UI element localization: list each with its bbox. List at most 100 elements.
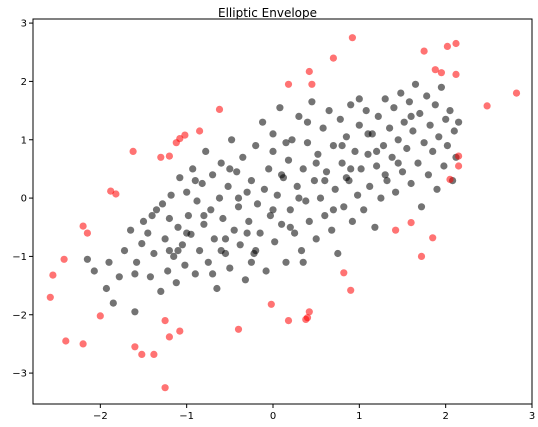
inlier-point [357, 165, 365, 173]
inlier-point [321, 212, 329, 220]
y-tick-label: 2 [21, 77, 27, 88]
inlier-point [312, 159, 320, 167]
inlier-point [435, 133, 443, 141]
inlier-point [131, 270, 139, 278]
inlier-point [299, 258, 307, 266]
outlier-point [138, 350, 146, 358]
outlier-point [303, 314, 312, 322]
inlier-point [286, 223, 294, 231]
outlier-point [234, 325, 243, 333]
outlier-point [112, 190, 120, 198]
inlier-point [183, 188, 191, 196]
plot-frame [32, 18, 533, 405]
inlier-point [348, 217, 356, 225]
inlier-point [243, 229, 251, 237]
outlier-point [161, 384, 169, 392]
inlier-point [373, 147, 381, 155]
inlier-point [204, 258, 212, 266]
inlier-point [381, 171, 389, 179]
inlier-point [165, 214, 173, 223]
inlier-point [259, 118, 267, 126]
inlier-point [260, 185, 268, 193]
inlier-point [262, 267, 270, 275]
inlier-point [398, 168, 407, 176]
inlier-point [400, 118, 408, 126]
inlier-point [286, 206, 294, 214]
inlier-point [355, 95, 363, 103]
inlier-point [429, 147, 437, 155]
inlier-point [224, 182, 232, 190]
inlier-point [414, 159, 422, 167]
outlier-point [165, 152, 173, 160]
inlier-point [191, 270, 199, 278]
inlier-point [266, 212, 274, 220]
outlier-point [176, 327, 184, 335]
inlier-point [319, 124, 327, 132]
inlier-point [336, 115, 344, 123]
y-tick-label: −1 [12, 252, 27, 263]
outlier-point [161, 317, 169, 325]
inlier-point [252, 142, 260, 150]
inlier-point [381, 95, 389, 103]
x-tick-label: 1 [356, 411, 362, 422]
inlier-point [312, 235, 320, 243]
x-axis: −2 −1 0 1 2 3 [93, 404, 535, 422]
y-tick-label: −2 [12, 310, 27, 321]
outlier-point [431, 66, 439, 74]
inlier-point [455, 118, 463, 126]
outlier-point [417, 252, 426, 260]
outlier-point [131, 343, 139, 351]
inlier-point [174, 247, 182, 255]
inlier-point [161, 235, 169, 243]
inlier-point [325, 107, 333, 115]
inlier-point [228, 136, 236, 144]
inlier-point [193, 197, 201, 205]
inlier-point [329, 142, 337, 150]
inlier-point [383, 177, 391, 185]
x-tick-label: −2 [93, 411, 108, 422]
outlier-point [455, 162, 463, 170]
inlier-point [138, 240, 146, 248]
x-tick-label: −1 [179, 411, 194, 422]
inlier-point [109, 299, 117, 307]
outlier-point [267, 300, 275, 308]
inlier-point [207, 206, 215, 214]
inlier-point [411, 80, 420, 88]
inlier-point [305, 217, 313, 225]
inlier-point [303, 118, 312, 126]
inlier-point [131, 308, 139, 316]
inlier-point [394, 159, 402, 167]
inlier-point [217, 247, 225, 255]
inlier-point [278, 171, 286, 179]
inlier-point [403, 144, 411, 153]
inlier-point [303, 139, 312, 147]
inlier-point [386, 124, 394, 132]
outlier-point [452, 39, 460, 48]
inlier-point [83, 255, 91, 263]
inlier-point [302, 197, 310, 205]
inlier-point [388, 153, 396, 161]
inlier-point [183, 229, 191, 237]
inlier-point [146, 273, 154, 281]
inlier-point [405, 98, 413, 106]
outlier-point [392, 226, 400, 234]
outlier-point [79, 340, 87, 348]
y-axis: −3 −2 −1 0 1 2 3 [12, 19, 33, 380]
inlier-point [271, 238, 279, 246]
outlier-point [347, 286, 355, 294]
inlier-point [219, 214, 227, 223]
inlier-point [115, 273, 123, 281]
inlier-point [355, 121, 363, 129]
outlier-point [176, 135, 184, 143]
outlier-point [452, 70, 460, 78]
inlier-point [423, 92, 431, 100]
outlier-point [60, 255, 68, 263]
y-tick-label: −3 [12, 369, 27, 380]
inlier-point [392, 188, 400, 196]
inlier-point [322, 168, 331, 176]
outlier-point [129, 147, 137, 155]
inlier-point [144, 229, 152, 237]
inlier-point [371, 223, 379, 231]
inlier-point [234, 203, 243, 211]
